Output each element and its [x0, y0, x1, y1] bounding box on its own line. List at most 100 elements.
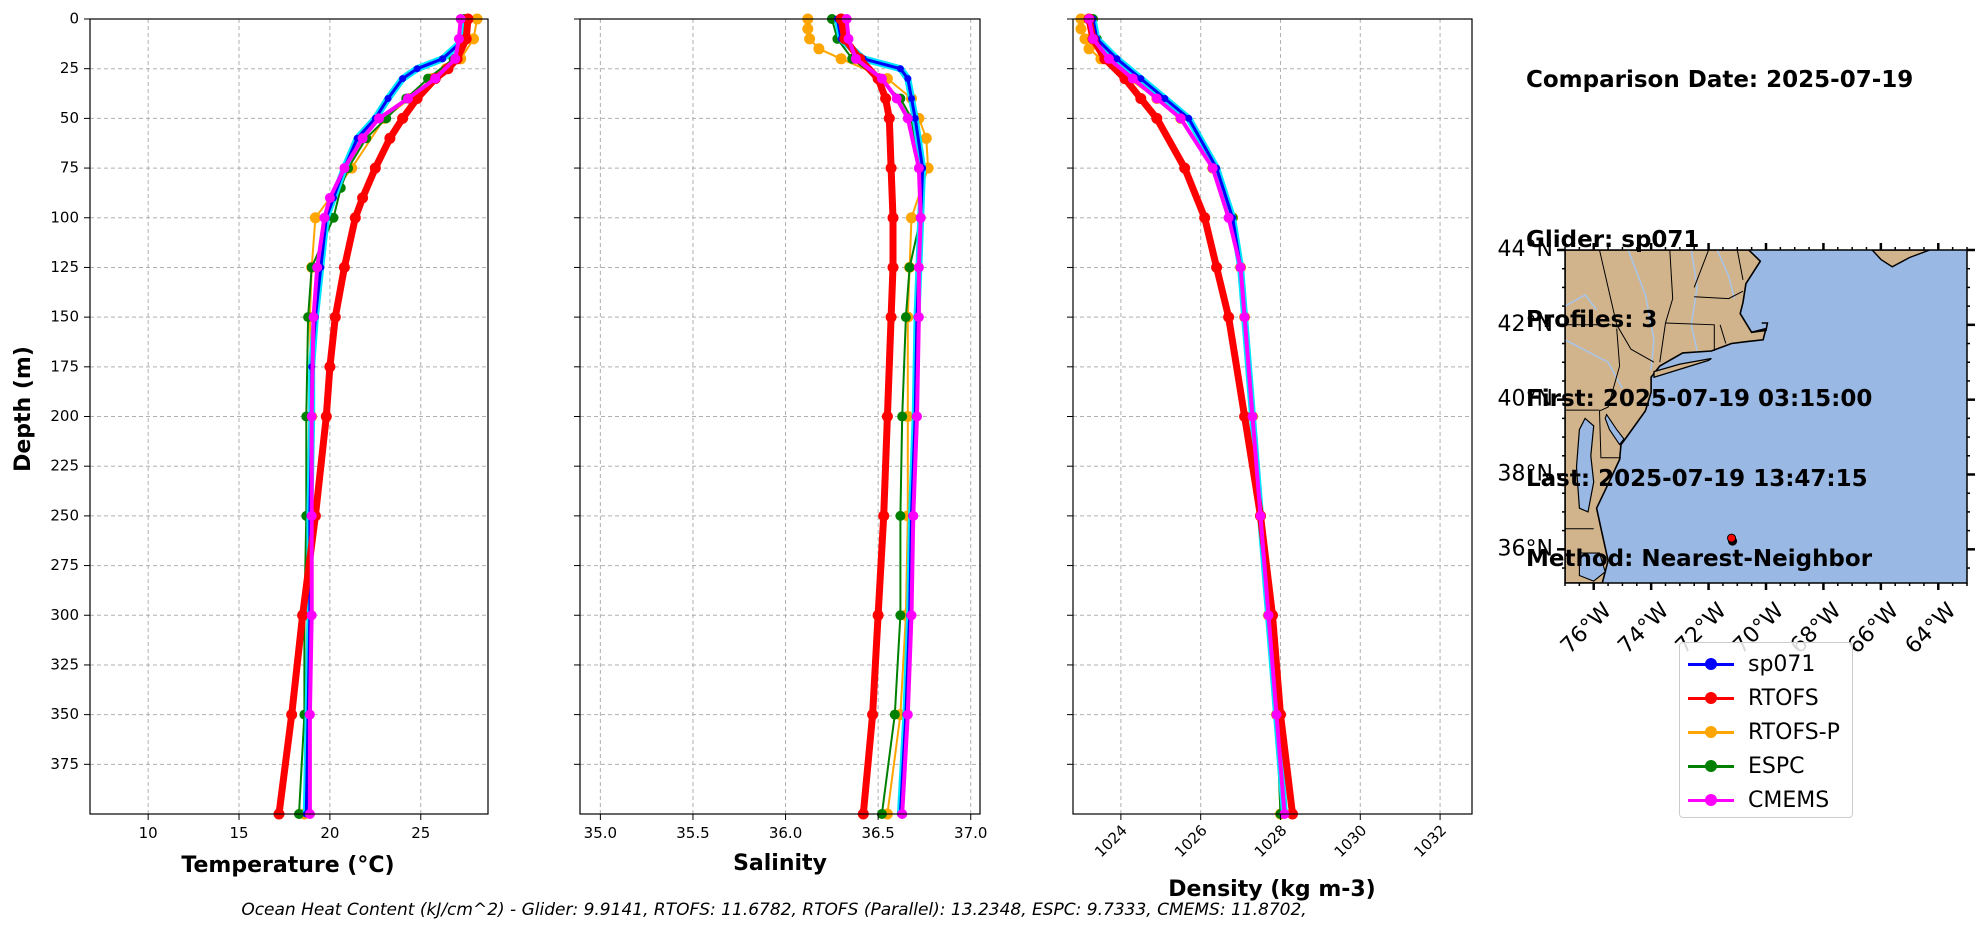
data-point — [913, 262, 924, 273]
series-cmems — [1084, 14, 1290, 819]
y-tick-label: 0 — [69, 10, 79, 28]
data-point — [1199, 212, 1211, 224]
data-point — [904, 75, 912, 83]
method: Method: Nearest-Neighbor — [1526, 545, 1873, 572]
density-panel: 1024 1026 1028 1030 1032 — [1067, 13, 1473, 861]
y-tick-label: 100 — [50, 208, 79, 226]
data-point — [872, 609, 884, 621]
data-point — [1179, 162, 1191, 174]
data-point — [885, 162, 897, 174]
y-tick-label: 25 — [60, 59, 79, 77]
data-point — [349, 212, 361, 224]
x-tick-label: 1024 — [1091, 821, 1131, 861]
y-tick-label: 175 — [50, 357, 79, 375]
data-point — [908, 510, 919, 521]
data-point — [384, 132, 396, 144]
state-border — [1693, 250, 1710, 288]
data-point — [453, 33, 464, 44]
legend-label: sp071 — [1748, 651, 1816, 677]
legend-item-rtofs-p: RTOFS-P — [1680, 715, 1852, 749]
state-border — [1659, 250, 1674, 363]
glider-name: Glider: sp071 — [1526, 226, 1700, 253]
legend-label: CMEMS — [1748, 787, 1830, 813]
x-tick-label: 35.0 — [584, 824, 617, 842]
series-cmems — [841, 14, 926, 819]
data-point — [1135, 93, 1147, 104]
lat-tick-label: 36°N — [1498, 536, 1553, 561]
data-point — [357, 133, 368, 144]
data-point — [450, 53, 461, 64]
data-point — [887, 261, 899, 273]
data-point — [430, 73, 441, 84]
last-time: Last: 2025-07-19 13:47:15 — [1526, 466, 1868, 493]
data-point — [329, 311, 341, 323]
state-border — [1599, 328, 1621, 412]
data-point — [878, 510, 890, 522]
legend-swatch — [1688, 688, 1734, 708]
data-point — [896, 65, 904, 73]
data-point — [885, 311, 897, 323]
data-point — [895, 610, 906, 621]
data-point — [912, 411, 922, 422]
x-tick-label: 35.5 — [676, 824, 709, 842]
data-point — [1239, 312, 1250, 323]
lat-tick-label: 42°N — [1498, 312, 1553, 337]
y-tick-label: 225 — [50, 457, 79, 475]
data-point — [915, 212, 926, 223]
blank-line — [1526, 147, 1913, 174]
river — [1565, 339, 1624, 389]
data-point — [324, 361, 336, 373]
data-point — [1083, 43, 1095, 55]
state-border — [1599, 250, 1655, 363]
y-tick-label: 300 — [50, 606, 79, 624]
legend-item-cmems: CMEMS — [1680, 783, 1852, 817]
long-island — [1653, 357, 1712, 379]
legend-item-rtofs: RTOFS — [1680, 681, 1852, 715]
data-point — [1247, 411, 1258, 422]
data-point — [920, 132, 932, 144]
data-point — [1223, 212, 1234, 223]
lat-tick-label: 38°N — [1498, 461, 1553, 486]
legend-item-sp071: sp071 — [1680, 647, 1852, 681]
x-tick-label: 37.0 — [954, 824, 987, 842]
data-point — [1075, 23, 1087, 35]
data-point — [813, 43, 825, 55]
lon-tick-label: 64°W — [1901, 598, 1962, 659]
lon-tick-label: 76°W — [1556, 598, 1617, 659]
y-tick-label: 50 — [60, 109, 79, 127]
river — [1565, 293, 1598, 311]
data-point — [312, 262, 323, 273]
density-axis-label: Density (kg m-3) — [1168, 877, 1376, 902]
data-point — [906, 610, 917, 621]
glider-marker — [1727, 533, 1737, 543]
ocean-heat-content-footer: Ocean Heat Content (kJ/cm^2) - Glider: 9… — [241, 900, 1307, 920]
data-point — [339, 163, 350, 174]
data-point — [439, 55, 447, 63]
chesapeake-bay — [1575, 417, 1595, 513]
data-point — [1263, 610, 1274, 621]
x-tick-label: 1030 — [1331, 821, 1371, 861]
data-point — [895, 510, 906, 521]
data-point — [286, 709, 298, 721]
data-point — [374, 113, 384, 124]
legend-swatch — [1688, 654, 1734, 674]
x-tick-label: 15 — [229, 824, 248, 842]
profile-count: Profiles: 3 — [1526, 306, 1658, 333]
data-point — [1127, 73, 1138, 84]
y-tick-label: 125 — [50, 258, 79, 276]
data-point — [308, 312, 319, 323]
temperature-panel: 10 15 20 2502550751001251501752002252502753… — [50, 10, 489, 842]
data-point — [1151, 112, 1163, 124]
data-point — [835, 53, 847, 65]
state-border — [1736, 250, 1744, 280]
data-point — [1255, 510, 1266, 521]
data-point — [297, 609, 309, 621]
legend: sp071 RTOFS RTOFS-P ESPC CMEMS — [1679, 642, 1853, 818]
data-point — [908, 95, 915, 102]
y-tick-label: 75 — [60, 159, 79, 177]
legend-item-espc: ESPC — [1680, 749, 1852, 783]
data-point — [867, 709, 879, 721]
x-tick-label: 36.0 — [769, 824, 802, 842]
lon-tick-label: 74°W — [1614, 598, 1675, 659]
